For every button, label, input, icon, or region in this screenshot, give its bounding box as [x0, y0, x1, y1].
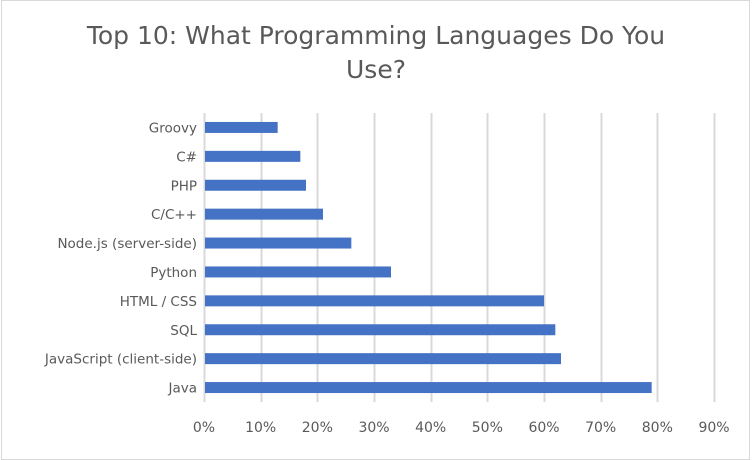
- x-tick-label: 90%: [698, 420, 729, 436]
- bar: [205, 353, 561, 365]
- bar: [205, 150, 301, 162]
- x-tick-label: 80%: [642, 420, 673, 436]
- x-tick-label: 50%: [472, 420, 503, 436]
- category-label: Groovy: [149, 120, 197, 136]
- category-label: C#: [176, 149, 197, 165]
- category-label: SQL: [170, 323, 197, 339]
- category-labels: Java JavaScript (client-side) SQL HTML / CS…: [44, 120, 198, 396]
- category-label: Node.js (server-side): [57, 236, 197, 252]
- bar: [205, 208, 323, 220]
- category-label: HTML / CSS: [120, 294, 197, 310]
- bars: [205, 121, 652, 394]
- bar: [205, 179, 306, 191]
- chart-title: Top 10: What Programming Languages Do Yo…: [0, 19, 752, 87]
- x-tick-label: 40%: [415, 420, 446, 436]
- chart-title-line-1: Top 10: What Programming Languages Do Yo…: [86, 21, 666, 50]
- category-label: Java: [167, 381, 197, 397]
- category-label: C/C++: [151, 207, 197, 223]
- bar: [205, 121, 278, 133]
- bar-chart: Java JavaScript (client-side) SQL HTML / CS…: [44, 113, 730, 436]
- bar: [205, 382, 652, 394]
- x-tick-label: 10%: [245, 420, 276, 436]
- chart-title-line-2: Use?: [346, 55, 406, 84]
- bar: [205, 324, 556, 336]
- category-label: JavaScript (client-side): [44, 352, 197, 368]
- bar: [205, 237, 352, 249]
- bar: [205, 295, 544, 307]
- gridlines: [203, 113, 716, 402]
- x-tick-labels: 0% 10% 20% 30% 40% 50% 60% 70% 80% 90%: [193, 420, 730, 436]
- category-label: Python: [150, 265, 197, 281]
- x-tick-label: 70%: [585, 420, 616, 436]
- bar: [205, 266, 391, 278]
- x-tick-label: 30%: [358, 420, 389, 436]
- x-tick-label: 0%: [193, 420, 215, 436]
- x-tick-label: 20%: [302, 420, 333, 436]
- category-label: PHP: [171, 178, 197, 194]
- x-tick-label: 60%: [528, 420, 559, 436]
